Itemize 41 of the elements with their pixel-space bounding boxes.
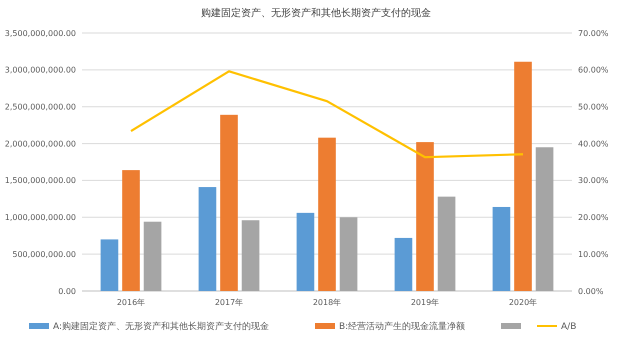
x-tick-label: 2019年 <box>410 298 440 307</box>
y-tick-label: 1,000,000,000.00 <box>4 213 76 222</box>
bar <box>242 220 260 291</box>
bar <box>492 206 510 291</box>
legend-label: A:购建固定资产、无形资产和其他长期资产支付的现金 <box>53 321 270 332</box>
y-tick-label: 2,000,000,000.00 <box>4 139 76 148</box>
bar <box>438 196 456 291</box>
bar <box>416 142 434 291</box>
y-tick-label: 0.00 <box>58 286 76 296</box>
y2-tick-label: 10.00% <box>578 250 609 259</box>
bar <box>340 217 358 291</box>
y-tick-label: 3,000,000,000.00 <box>4 66 76 75</box>
y-tick-label: 2,500,000,000.00 <box>4 102 76 112</box>
y2-tick-label: 50.00% <box>578 102 609 112</box>
line-series <box>130 70 524 158</box>
y-tick-label: 500,000,000.00 <box>12 250 76 259</box>
x-tick-label: 2020年 <box>508 298 538 307</box>
bar <box>536 147 554 291</box>
bar <box>100 239 118 291</box>
legend-label: B:经营活动产生的现金流量净额 <box>339 321 466 332</box>
chart-title: 购建固定资产、无形资产和其他长期资产支付的现金 <box>201 7 431 19</box>
bar <box>122 170 140 291</box>
x-tick-label: 2016年 <box>116 298 146 307</box>
bar <box>296 212 314 291</box>
y2-tick-label: 40.00% <box>578 139 609 148</box>
bar <box>318 138 336 291</box>
x-tick-label: 2018年 <box>312 298 342 307</box>
y2-tick-label: 70.00% <box>578 28 609 38</box>
y2-tick-label: 0.00% <box>578 286 604 296</box>
y-tick-label: 3,500,000,000.00 <box>4 28 76 38</box>
y2-tick-label: 20.00% <box>578 213 609 222</box>
x-tick-label: 2017年 <box>214 298 244 307</box>
y-tick-label: 1,500,000,000.00 <box>4 176 76 186</box>
y2-tick-label: 30.00% <box>578 176 609 186</box>
bar <box>514 62 532 291</box>
bar <box>394 238 412 291</box>
bar <box>144 222 162 291</box>
bar <box>220 114 238 291</box>
y2-tick-label: 60.00% <box>578 66 609 75</box>
legend-label: A/B <box>561 322 576 332</box>
bar <box>198 187 216 291</box>
